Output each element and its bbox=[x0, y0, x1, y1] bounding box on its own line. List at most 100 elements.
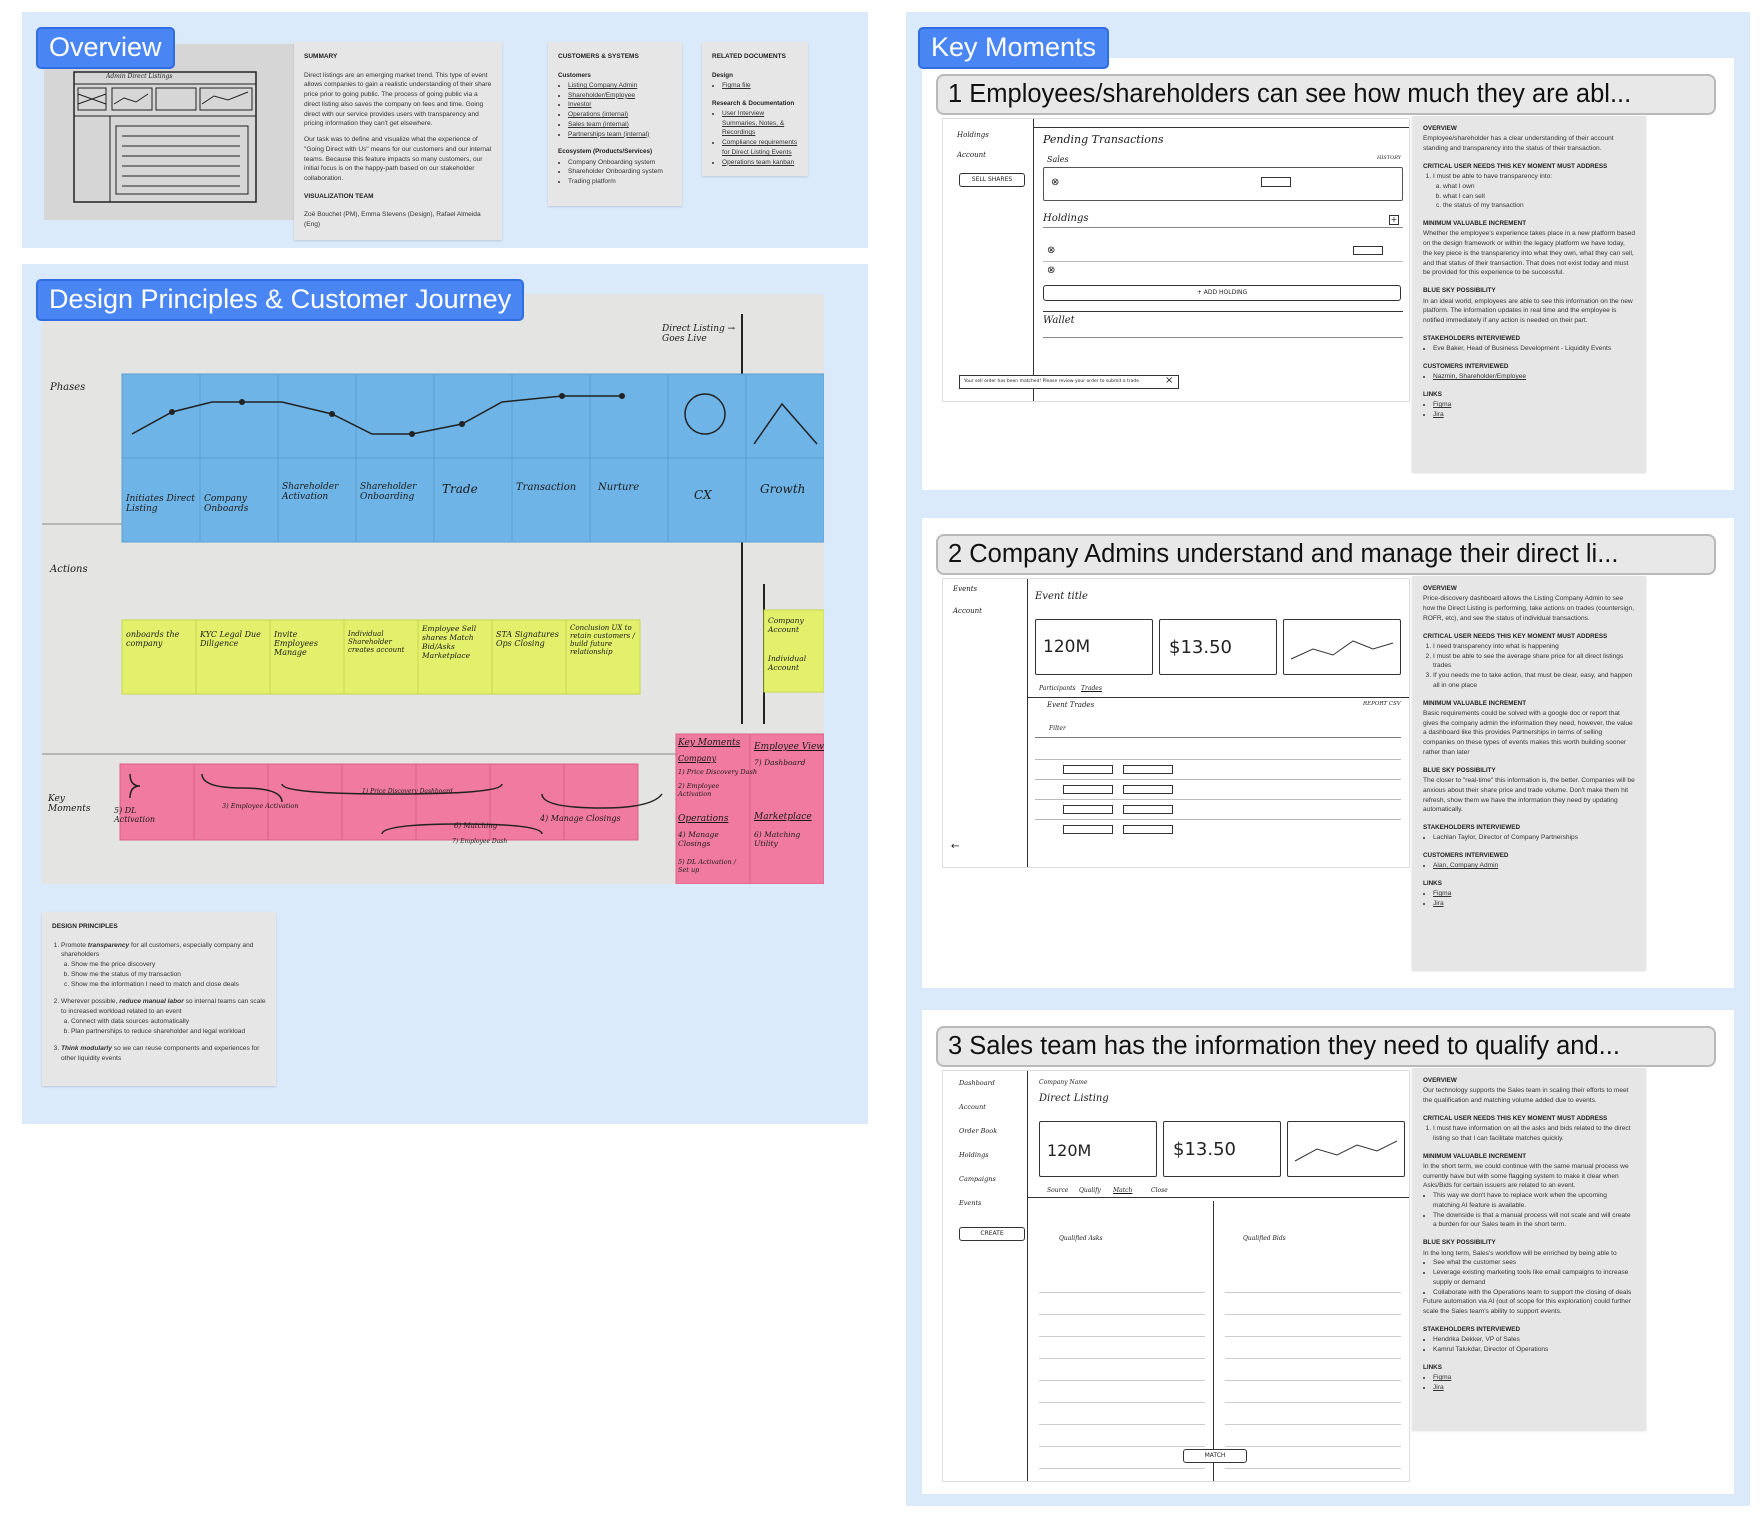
nav-account[interactable]: Account bbox=[959, 1103, 986, 1111]
sketch-caption: Admin Direct Listings bbox=[106, 73, 173, 80]
jira-link[interactable]: Jira bbox=[1433, 1383, 1635, 1393]
action-label: onboards the company bbox=[126, 630, 180, 648]
links-label: LINKS bbox=[1423, 880, 1442, 888]
critical-label: CRITICAL USER NEEDS THIS KEY MOMENT MUST… bbox=[1423, 162, 1608, 170]
design-label: Design bbox=[712, 71, 733, 79]
moment-2-note: OVERVIEW Price-discovery dashboard allow… bbox=[1412, 576, 1646, 970]
overview-label: OVERVIEW bbox=[1423, 585, 1457, 592]
close-icon[interactable]: × bbox=[1165, 375, 1174, 386]
mvi-bullets: This way we don't have to replace work w… bbox=[1423, 1191, 1635, 1230]
history-link[interactable]: HISTORY bbox=[1377, 155, 1402, 161]
overview-label: OVERVIEW bbox=[1423, 125, 1457, 132]
nav-dashboard[interactable]: Dashboard bbox=[959, 1079, 995, 1087]
figma-link[interactable]: Figma bbox=[1433, 1373, 1635, 1383]
links-label: LINKS bbox=[1423, 390, 1442, 398]
nav-holdings[interactable]: Holdings bbox=[957, 131, 989, 139]
team-heading: VISUALIZATION TEAM bbox=[304, 192, 374, 200]
overview-label: OVERVIEW bbox=[1423, 1077, 1457, 1084]
customer-link[interactable]: Sales team (internal) bbox=[568, 120, 672, 130]
qualified-bids-heading: Qualified Bids bbox=[1243, 1235, 1286, 1242]
journey-section: Phases Actions Key Moments Direct Listin… bbox=[22, 264, 868, 1124]
report-csv-link[interactable]: REPORT CSV bbox=[1363, 701, 1401, 707]
tab-participants[interactable]: Participants bbox=[1039, 685, 1076, 692]
phase-label: Nurture bbox=[598, 482, 640, 493]
key-moments-company-item: 2) Employee Activation bbox=[678, 782, 720, 798]
overview-text: Our technology supports the Sales team i… bbox=[1423, 1087, 1629, 1105]
moment-card-2: Events Account Event title 120M $13.50 P… bbox=[922, 518, 1734, 988]
figma-file-link[interactable]: Figma file bbox=[722, 81, 798, 91]
tab-close[interactable]: Close bbox=[1151, 1187, 1168, 1194]
tab-qualify[interactable]: Qualify bbox=[1079, 1187, 1101, 1194]
sell-shares-button[interactable]: SELL SHARES bbox=[959, 173, 1025, 187]
nav-account[interactable]: Account bbox=[957, 151, 986, 159]
critical-list: I need transparency into what is happeni… bbox=[1423, 642, 1635, 691]
nav-events[interactable]: Events bbox=[953, 585, 978, 593]
principle-1-prefix: Promote bbox=[61, 941, 88, 949]
customer-link[interactable]: Listing Company Admin bbox=[568, 81, 672, 91]
journey-board bbox=[42, 294, 824, 884]
principle-3: Think modularly so we can reuse componen… bbox=[61, 1044, 266, 1064]
blue-sky-text: In an ideal world, employees are able to… bbox=[1423, 297, 1633, 325]
moment-2-sketch: Events Account Event title 120M $13.50 P… bbox=[942, 578, 1410, 868]
nav-events[interactable]: Events bbox=[959, 1199, 982, 1207]
stakeholder-item: Lachlan Taylor, Director of Company Part… bbox=[1433, 833, 1635, 843]
company-name: Company Name bbox=[1039, 1079, 1088, 1086]
principle-2-sublist: Connect with data sources automatically … bbox=[61, 1017, 266, 1037]
customer-link[interactable]: Operations (internal) bbox=[568, 110, 672, 120]
nav-campaigns[interactable]: Campaigns bbox=[959, 1175, 996, 1183]
jira-link[interactable]: Jira bbox=[1433, 899, 1635, 909]
key-moments-operations-item: 4) Manage Closings bbox=[678, 830, 719, 848]
principles-list: Promote transparency for all customers, … bbox=[52, 941, 266, 1064]
customer-link[interactable]: Partnerships team (internal) bbox=[568, 130, 672, 140]
links-label: LINKS bbox=[1423, 1363, 1442, 1371]
create-button[interactable]: CREATE bbox=[959, 1227, 1025, 1241]
customer-interviewed-link[interactable]: Alan, Company Admin bbox=[1433, 861, 1635, 871]
key-moments-employee-item: 7) Dashboard bbox=[754, 758, 806, 767]
principle-2: Wherever possible, reduce manual labor s… bbox=[61, 997, 266, 1044]
jira-link[interactable]: Jira bbox=[1433, 410, 1635, 420]
figma-link[interactable]: Figma bbox=[1433, 400, 1635, 410]
trade-volume-stat: 120M bbox=[1043, 637, 1091, 657]
ecosystem-list: Company Onboarding system Shareholder On… bbox=[558, 158, 672, 187]
critical-item-text: I must be able to have transparency into… bbox=[1433, 173, 1553, 181]
customer-link[interactable]: Shareholder/Employee bbox=[568, 91, 672, 101]
nav-holdings[interactable]: Holdings bbox=[959, 1151, 989, 1159]
blue-sky-tail: Future automation via AI (out of scope f… bbox=[1423, 1298, 1631, 1315]
research-link[interactable]: Operations team kanban bbox=[722, 158, 798, 168]
customers-list: Listing Company Admin Shareholder/Employ… bbox=[558, 81, 672, 140]
row-label-actions: Actions bbox=[50, 564, 88, 575]
pending-transactions-heading: Pending Transactions bbox=[1043, 133, 1164, 146]
design-principles-note: DESIGN PRINCIPLES Promote transparency f… bbox=[42, 912, 276, 1086]
critical-item: I need transparency into what is happeni… bbox=[1433, 642, 1635, 652]
mvi-text: Basic requirements could be solved with … bbox=[1423, 709, 1633, 756]
key-moments-section: Holdings Account SELL SHARES Pending Tra… bbox=[906, 12, 1750, 1506]
principle-sub-item: Show me the price discovery bbox=[71, 960, 266, 970]
critical-item: If you needs me to take action, that mus… bbox=[1433, 671, 1635, 691]
holdings-heading: Holdings bbox=[1043, 213, 1089, 224]
figma-link[interactable]: Figma bbox=[1433, 889, 1635, 899]
customer-interviewed-link[interactable]: Nazmin, Shareholder/Employee bbox=[1433, 372, 1635, 382]
blue-sky-label: BLUE SKY POSSIBILITY bbox=[1423, 1239, 1496, 1247]
customer-link[interactable]: Investor bbox=[568, 100, 672, 110]
nav-account[interactable]: Account bbox=[953, 607, 982, 615]
tab-match[interactable]: Match bbox=[1113, 1187, 1133, 1194]
tab-trades[interactable]: Trades bbox=[1081, 685, 1102, 692]
principle-1-emphasis: transparency bbox=[87, 941, 130, 949]
add-holding-button[interactable]: + ADD HOLDING bbox=[1043, 285, 1401, 301]
summary-note: SUMMARY Direct listings are an emerging … bbox=[294, 42, 502, 240]
phase-label: Shareholder Activation bbox=[282, 482, 339, 502]
overview-title: Overview bbox=[36, 27, 175, 69]
row-label-phases: Phases bbox=[50, 382, 86, 393]
ecosystem-item: Trading platform bbox=[568, 177, 672, 187]
nav-order-book[interactable]: Order Book bbox=[959, 1127, 998, 1135]
add-icon[interactable]: + bbox=[1389, 215, 1399, 225]
filter-label[interactable]: Filter bbox=[1049, 725, 1066, 732]
research-link[interactable]: Compliance requirements for Direct Listi… bbox=[722, 138, 798, 158]
tab-source[interactable]: Source bbox=[1047, 1187, 1069, 1194]
principle-sub-item: Connect with data sources automatically bbox=[71, 1017, 266, 1027]
back-arrow-icon[interactable]: ← bbox=[951, 841, 960, 852]
research-link[interactable]: User Interview Summaries, Notes, & Recor… bbox=[722, 109, 798, 138]
match-button[interactable]: MATCH bbox=[1183, 1449, 1247, 1463]
mvi-label: MINIMUM VALUABLE INCREMENT bbox=[1423, 220, 1527, 228]
links-list: Figma Jira bbox=[1423, 889, 1635, 909]
